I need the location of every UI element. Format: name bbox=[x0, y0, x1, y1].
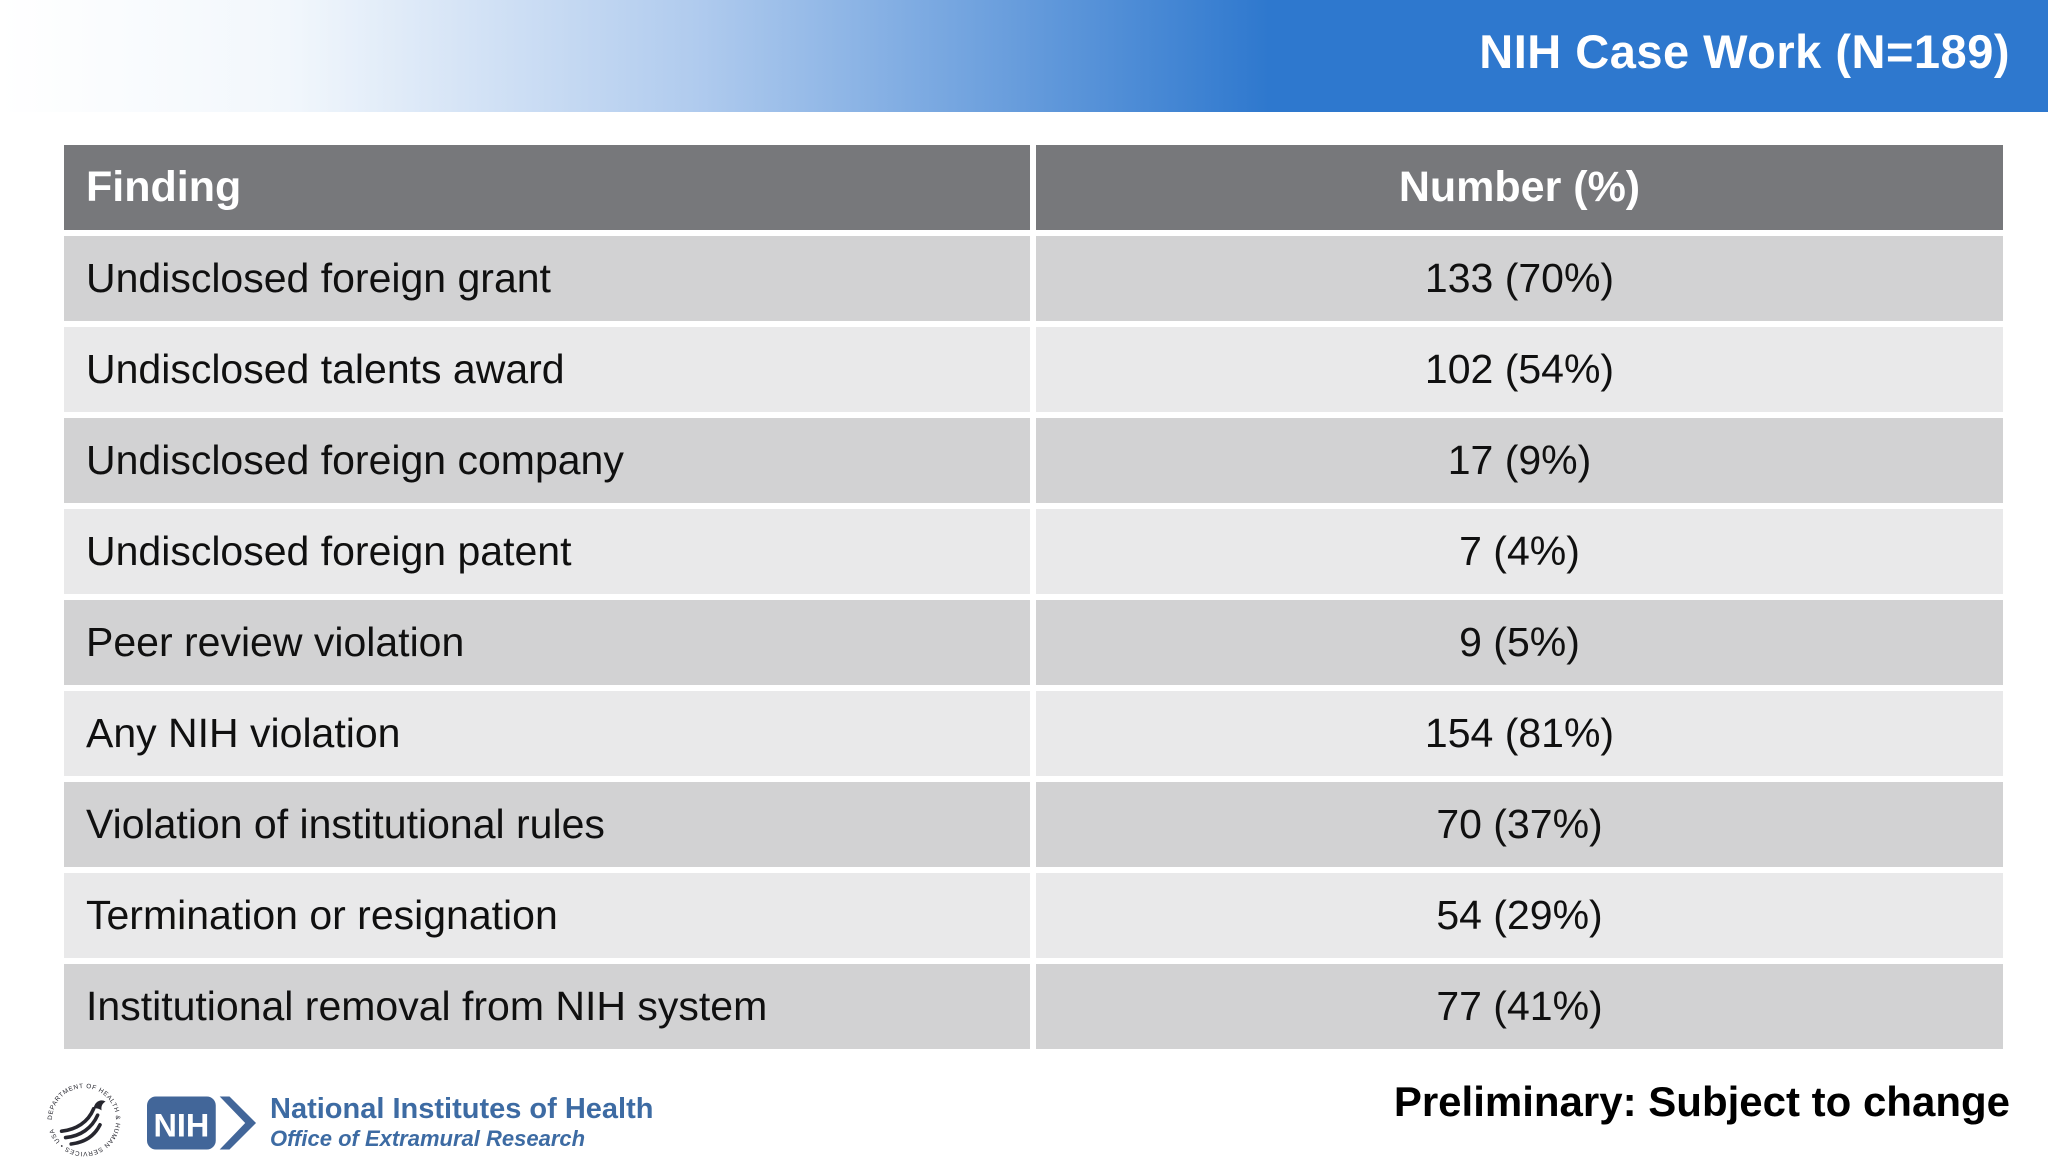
table-cell-finding: Institutional removal from NIH system bbox=[64, 964, 1030, 1049]
nih-logo-text: National Institutes of Health Office of … bbox=[270, 1093, 654, 1152]
preliminary-note: Preliminary: Subject to change bbox=[1393, 1078, 2010, 1125]
table-cell-number: 154 (81%) bbox=[1036, 691, 2003, 776]
table-cell-number: 9 (5%) bbox=[1036, 600, 2003, 685]
slide-title: NIH Case Work (N=189) bbox=[1479, 24, 2010, 78]
table-cell-finding: Any NIH violation bbox=[64, 691, 1030, 776]
table-cell-number: 102 (54%) bbox=[1036, 327, 2003, 412]
table-cell-finding: Violation of institutional rules bbox=[64, 782, 1030, 867]
column-header-finding: Finding bbox=[64, 145, 1030, 230]
title-banner: NIH Case Work (N=189) bbox=[0, 0, 2048, 112]
nih-name-text: National Institutes of Health bbox=[270, 1093, 654, 1125]
hhs-eagle-head-icon bbox=[93, 1100, 106, 1111]
table-cell-finding: Undisclosed foreign grant bbox=[64, 236, 1030, 321]
table-cell-number: 70 (37%) bbox=[1036, 782, 2003, 867]
table-cell-finding: Undisclosed talents award bbox=[64, 327, 1030, 412]
hhs-seal-icon: DEPARTMENT OF HEALTH & HUMAN SERVICES • … bbox=[47, 1083, 121, 1157]
nih-chevron-icon bbox=[219, 1096, 257, 1150]
hhs-eagle-icon bbox=[59, 1107, 102, 1146]
column-header-number: Number (%) bbox=[1036, 145, 2003, 230]
nih-logo: NIH National Institutes of Health Office… bbox=[147, 1093, 654, 1152]
table-cell-number: 17 (9%) bbox=[1036, 418, 2003, 503]
table-cell-finding: Undisclosed foreign patent bbox=[64, 509, 1030, 594]
table-cell-finding: Termination or resignation bbox=[64, 873, 1030, 958]
nih-logo-mark-icon: NIH bbox=[147, 1096, 257, 1150]
table-cell-number: 77 (41%) bbox=[1036, 964, 2003, 1049]
table-cell-finding: Peer review violation bbox=[64, 600, 1030, 685]
findings-table: Finding Number (%) Undisclosed foreign g… bbox=[64, 145, 2003, 1049]
nih-office-text: Office of Extramural Research bbox=[270, 1125, 586, 1151]
nih-acronym-text: NIH bbox=[153, 1108, 209, 1144]
table-cell-number: 133 (70%) bbox=[1036, 236, 2003, 321]
table-cell-number: 7 (4%) bbox=[1036, 509, 2003, 594]
table-cell-number: 54 (29%) bbox=[1036, 873, 2003, 958]
table-cell-finding: Undisclosed foreign company bbox=[64, 418, 1030, 503]
